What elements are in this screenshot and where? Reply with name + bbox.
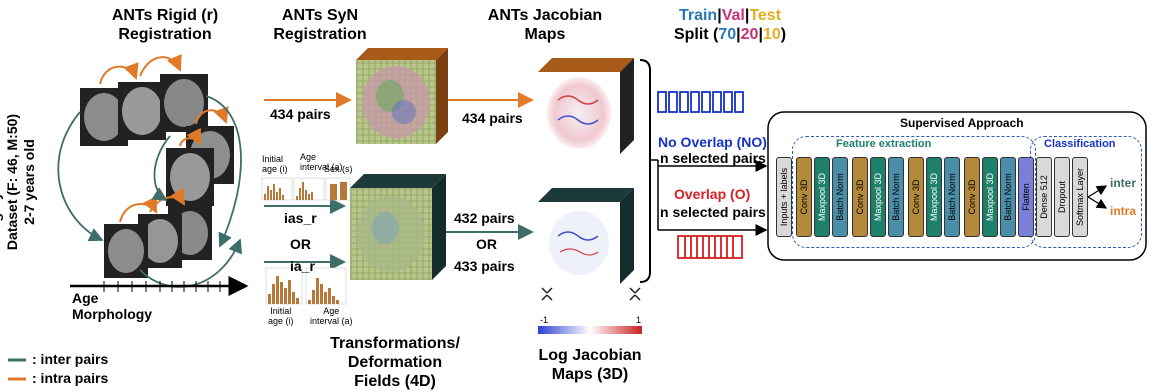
rigid-registration-header: ANTs Rigid (r) Registration — [111, 7, 219, 43]
layer-batchnorm-3: Batch Norm — [944, 157, 960, 237]
pairs-432-label: 432 pairs — [454, 210, 515, 226]
legend-inter: : inter pairs — [32, 351, 109, 367]
layer-maxpool-2: Maxpool 3D — [870, 157, 886, 237]
layer-conv3d-3: Conv 3D — [908, 157, 924, 237]
compress-icon-left — [541, 287, 553, 301]
pairs-433-label: 433 pairs — [454, 258, 515, 274]
histogram-top — [261, 177, 351, 201]
colorbar-max-label: 1 — [636, 315, 642, 325]
layer-dropout: Dropout — [1054, 157, 1070, 237]
layer-flatten: Flatten — [1018, 157, 1034, 237]
feature-extraction-box — [792, 136, 1036, 248]
colorbar-min-label: -1 — [540, 315, 549, 325]
layer-softmax: Softmax Layer — [1072, 157, 1088, 237]
legend-intra: : intra pairs — [32, 370, 109, 386]
feature-extraction-label: Feature extraction — [836, 138, 932, 150]
classification-label: Classification — [1044, 138, 1116, 150]
output-inter-label: inter — [1110, 176, 1137, 190]
layer-conv3d-2: Conv 3D — [852, 157, 868, 237]
ia-r-label: ia_r — [290, 258, 315, 274]
layer-maxpool-1: Maxpool 3D — [814, 157, 830, 237]
histogram-bottom — [265, 267, 347, 305]
ias-r-label: ias_r — [284, 210, 317, 226]
layer-conv3d-4: Conv 3D — [964, 157, 980, 237]
jacobian-cube-top — [538, 58, 634, 154]
layer-batchnorm-1: Batch Norm — [832, 157, 848, 237]
morphology-axis-label: Morphology — [72, 306, 153, 322]
layer-batchnorm-2: Batch Norm — [888, 157, 904, 237]
layer-dense-512: Dense 512 — [1036, 157, 1052, 237]
hist-top-interval-label: Age interval (a) — [300, 152, 343, 172]
syn-cube-bottom — [350, 174, 446, 280]
no-overlap-sub: n selected pairs — [660, 150, 766, 166]
or-label-left: OR — [290, 236, 311, 252]
supervised-title: Supervised Approach — [900, 116, 1024, 130]
pairs-label-syn: 434 pairs — [462, 110, 523, 126]
layer-conv3d-1: Conv 3D — [796, 157, 812, 237]
hist-bottom-initial-label: Initial age (i) — [268, 306, 294, 326]
brain-slice-group — [80, 74, 234, 278]
layer-inputs: Inputs + labels — [776, 157, 792, 237]
syn-cube-top — [356, 48, 448, 144]
jacobian-cube-bottom — [538, 188, 634, 284]
compress-icon-right — [629, 287, 641, 301]
no-overlap-title: No Overlap (NO) — [658, 134, 767, 150]
layer-batchnorm-4: Batch Norm — [1000, 157, 1016, 237]
layer-maxpool-4: Maxpool 3D — [982, 157, 998, 237]
jacobian-maps-header: ANTs Jacobian Maps — [487, 7, 603, 43]
pairs-label-rigid: 434 pairs — [270, 106, 331, 122]
no-overlap-boxes — [657, 91, 744, 113]
split-header: Train|Val|Test Split (70|20|10) — [673, 7, 787, 43]
colorbar — [538, 326, 642, 334]
hist-top-initial-label: Initial age (i) — [262, 154, 288, 174]
transformations-caption: Transformations/ Deformation Fields (4D) — [330, 335, 460, 390]
overlap-boxes — [677, 235, 743, 259]
log-jacobian-caption: Log Jacobian Maps (3D) — [538, 347, 642, 383]
hist-top-sex-label: Sex (s) — [324, 164, 353, 174]
overlap-sub: n selected pairs — [660, 204, 766, 220]
syn-registration-header: ANTs SyN Registration — [273, 7, 367, 43]
or-label-right: OR — [476, 236, 497, 252]
layer-maxpool-3: Maxpool 3D — [926, 157, 942, 237]
overlap-title: Overlap (O) — [674, 186, 751, 202]
output-intra-label: intra — [1110, 204, 1137, 218]
dataset-label: Calgary Preschool Dataset (F: 46, M:50) … — [0, 113, 37, 251]
age-axis-label: Age — [72, 290, 99, 306]
hist-bottom-interval-label: Age interval (a) — [310, 306, 353, 326]
